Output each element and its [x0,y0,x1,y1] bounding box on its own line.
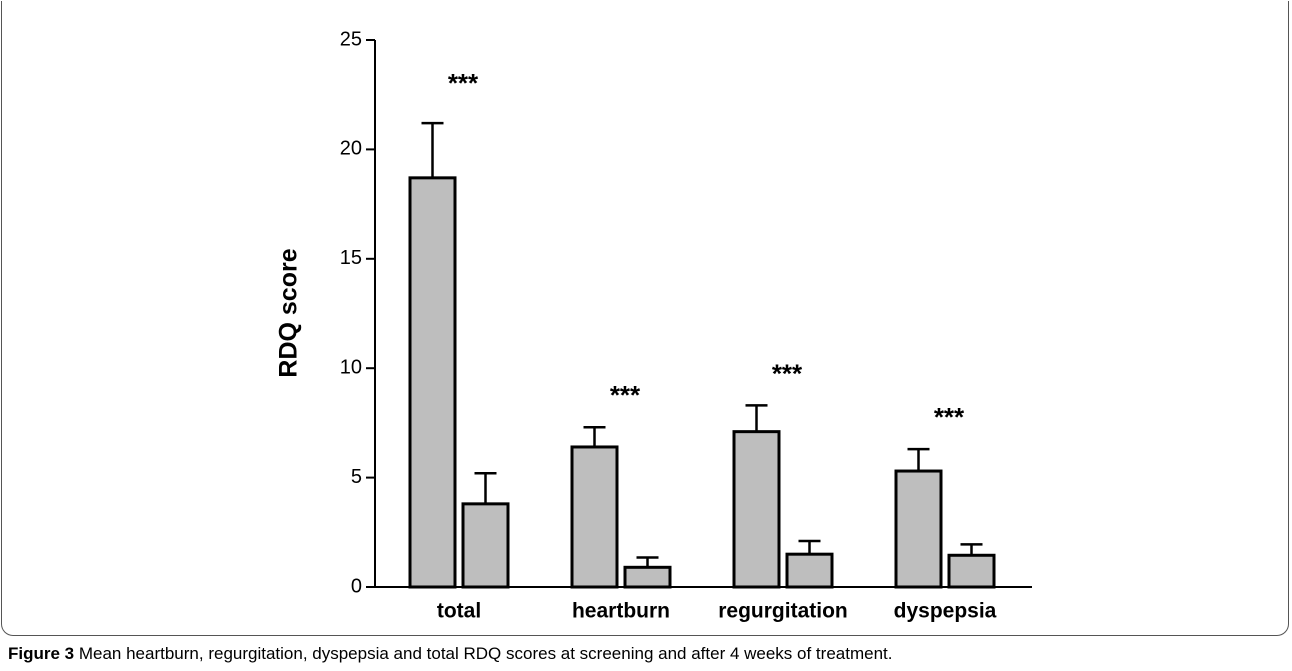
figure-frame [1,1,1289,636]
x-tick-label: regurgitation [718,600,848,623]
annotation: *** [934,402,965,432]
y-tick-label: 15 [340,247,362,269]
y-tick-label: 20 [340,138,362,160]
chart: RDQ score 0 5 10 15 20 25 total *** heartburn ***… [275,28,1032,623]
error-bar [474,471,497,504]
error-bar [421,121,444,178]
error-bar [960,543,983,556]
caption: Figure 3 Mean heartburn, regurgitation, … [8,644,892,664]
bar [623,565,672,589]
y-tick-label: 25 [340,28,362,50]
caption-label: Figure 3 [8,644,75,663]
x-tick-label: total [437,600,481,623]
y-tick-label: 0 [351,575,362,597]
annotation: *** [772,358,803,388]
bar [894,469,943,589]
error-bar [745,404,768,432]
y-tick-label: 5 [351,466,362,488]
error-bar [583,426,606,447]
error-bar [798,539,821,555]
caption-text: Mean heartburn, regurgitation, dyspepsia… [78,644,893,663]
annotation: *** [448,68,479,98]
error-bar [907,447,930,472]
bar [408,176,457,589]
error-bar [636,556,659,568]
x-tick-label: dyspepsia [894,600,997,623]
y-tick-label: 10 [340,356,362,378]
bar [570,445,619,589]
bar [947,553,996,589]
y-axis-title: RDQ score [275,248,303,377]
bar [785,552,834,589]
bar [732,430,781,589]
bar [461,502,510,589]
annotation: *** [610,380,641,410]
x-tick-label: heartburn [572,600,670,623]
